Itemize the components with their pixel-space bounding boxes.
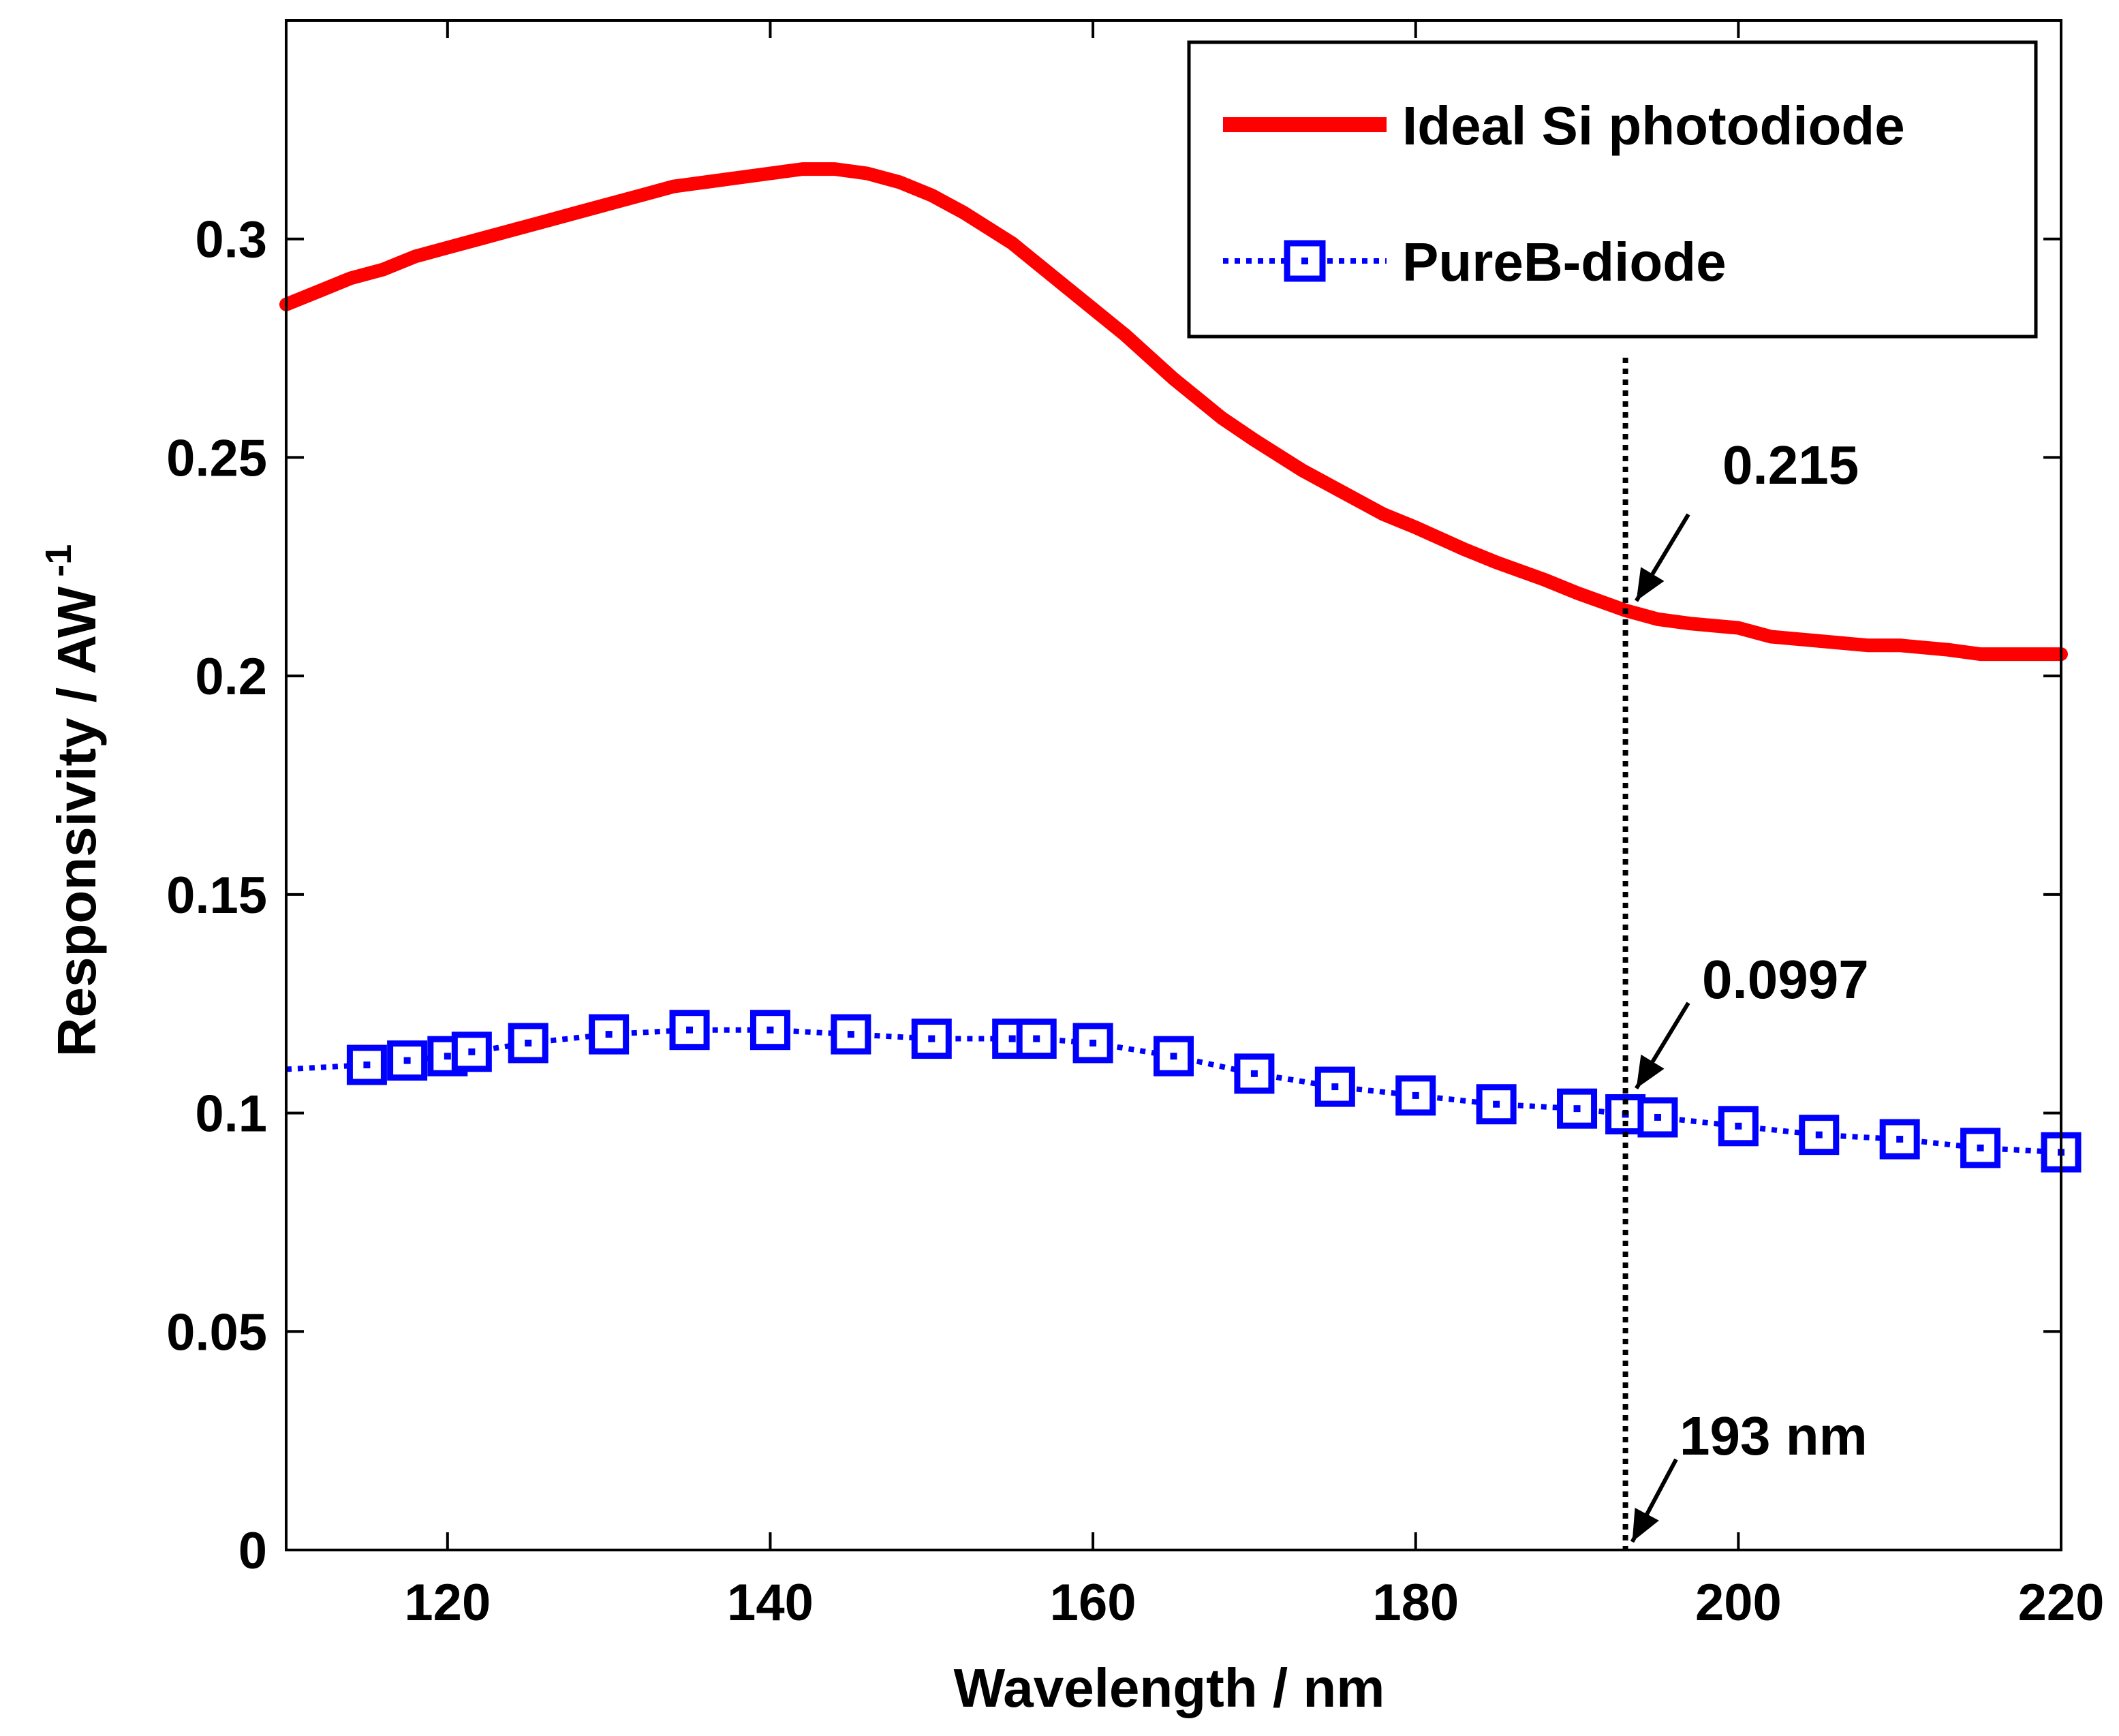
series-1-marker-dot-12	[1089, 1039, 1097, 1047]
legend-marker-pureb-dot	[1301, 258, 1308, 264]
series-1-marker-dot-18	[1573, 1105, 1581, 1113]
legend-box	[1187, 40, 2038, 339]
series-1-marker-dot-4	[525, 1039, 532, 1047]
series-1-marker-7	[749, 1010, 790, 1051]
y-tick-label-3: 0.15	[166, 867, 267, 925]
series-1-marker-dot-7	[767, 1026, 774, 1034]
series-1-marker-dot-23	[1896, 1136, 1904, 1143]
series-1-marker-12	[1072, 1023, 1113, 1064]
series-1-marker-dot-3	[468, 1048, 476, 1055]
x-tick-label-5: 220	[2018, 1574, 2105, 1632]
annotation-arrow-head-1	[1636, 1054, 1665, 1089]
series-1-marker-14	[1234, 1053, 1275, 1094]
legend-label-pureb: PureB-diode	[1402, 232, 1727, 292]
annotation-label-2: 193 nm	[1680, 1406, 1868, 1466]
y-tick-label-4: 0.2	[195, 648, 267, 706]
legend-marker-pureb	[1284, 240, 1326, 282]
series-1-marker-dot-11	[1033, 1035, 1040, 1042]
legend-label-ideal-si: Ideal Si photodiode	[1402, 95, 1905, 156]
y-tick-label-2: 0.1	[195, 1085, 267, 1143]
annotation-label-0: 0.215	[1722, 435, 1859, 495]
series-1-marker-dot-6	[686, 1026, 694, 1034]
plot-frame	[285, 19, 2062, 1551]
series-1-marker-dot-10	[1008, 1035, 1016, 1042]
annotation-layer: 0.215 0.0997 193 nm	[1630, 435, 1869, 1543]
series-1-marker-dot-14	[1250, 1070, 1258, 1077]
series-1-marker-dot-20	[1654, 1113, 1661, 1121]
series-1-marker-16	[1395, 1075, 1436, 1116]
annotation-arrow-head-0	[1636, 567, 1665, 601]
x-tick-label-4: 200	[1695, 1574, 1782, 1632]
legend: Ideal Si photodiode PureB-diode	[1187, 40, 2038, 339]
y-tick-label-1: 0.05	[166, 1303, 267, 1361]
x-axis-label: Wavelength / nm	[954, 1658, 1385, 1718]
x-tick-label-2: 160	[1050, 1574, 1136, 1632]
series-1-marker-dot-24	[1977, 1144, 1984, 1151]
series-1-marker-dot-15	[1331, 1083, 1339, 1091]
y-tick-label-0: 0	[238, 1522, 267, 1580]
series-1-marker-dot-22	[1815, 1131, 1823, 1138]
y-axis-label-sup: -1	[38, 544, 79, 577]
axes-layer	[285, 19, 2062, 1551]
y-axis-label-main: Responsivity / AW	[46, 586, 107, 1057]
svg-text:Responsivity / AW-1: Responsivity / AW -1	[38, 544, 107, 1057]
x-tick-label-0: 120	[404, 1574, 491, 1632]
annotation-arrow-head-2	[1632, 1507, 1659, 1542]
series-1-marker-dot-1	[403, 1057, 411, 1064]
series-1-marker-dot-8	[847, 1031, 854, 1038]
series-1-marker-dot-5	[605, 1031, 613, 1038]
x-tick-label-1: 140	[727, 1574, 814, 1632]
y-axis-label: Responsivity / AW -1	[38, 544, 107, 1057]
annotation-label-1: 0.0997	[1702, 949, 1869, 1010]
series-1-marker-dot-16	[1412, 1091, 1419, 1099]
series-1-marker-20	[1637, 1097, 1678, 1138]
series-1-marker-dot-13	[1170, 1053, 1177, 1060]
series-layer	[279, 162, 2082, 1173]
series-1-marker-18	[1557, 1088, 1598, 1129]
y-tick-label-6: 0.3	[195, 211, 267, 269]
series-1-marker-dot-0	[363, 1061, 371, 1069]
series-1-marker-dot-9	[928, 1035, 935, 1042]
series-1-marker-dot-21	[1735, 1122, 1742, 1130]
series-1-marker-dot-17	[1493, 1100, 1500, 1108]
y-tick-label-5: 0.25	[166, 429, 267, 487]
tick-label-layer: 120 140 160 180 200 220 0 0.05 0.1 0.15 0.2 0.25 0.3	[166, 211, 2104, 1632]
x-tick-label-3: 180	[1372, 1574, 1459, 1632]
series-1-marker-dot-2	[444, 1053, 451, 1060]
series-line-0	[279, 162, 2068, 662]
